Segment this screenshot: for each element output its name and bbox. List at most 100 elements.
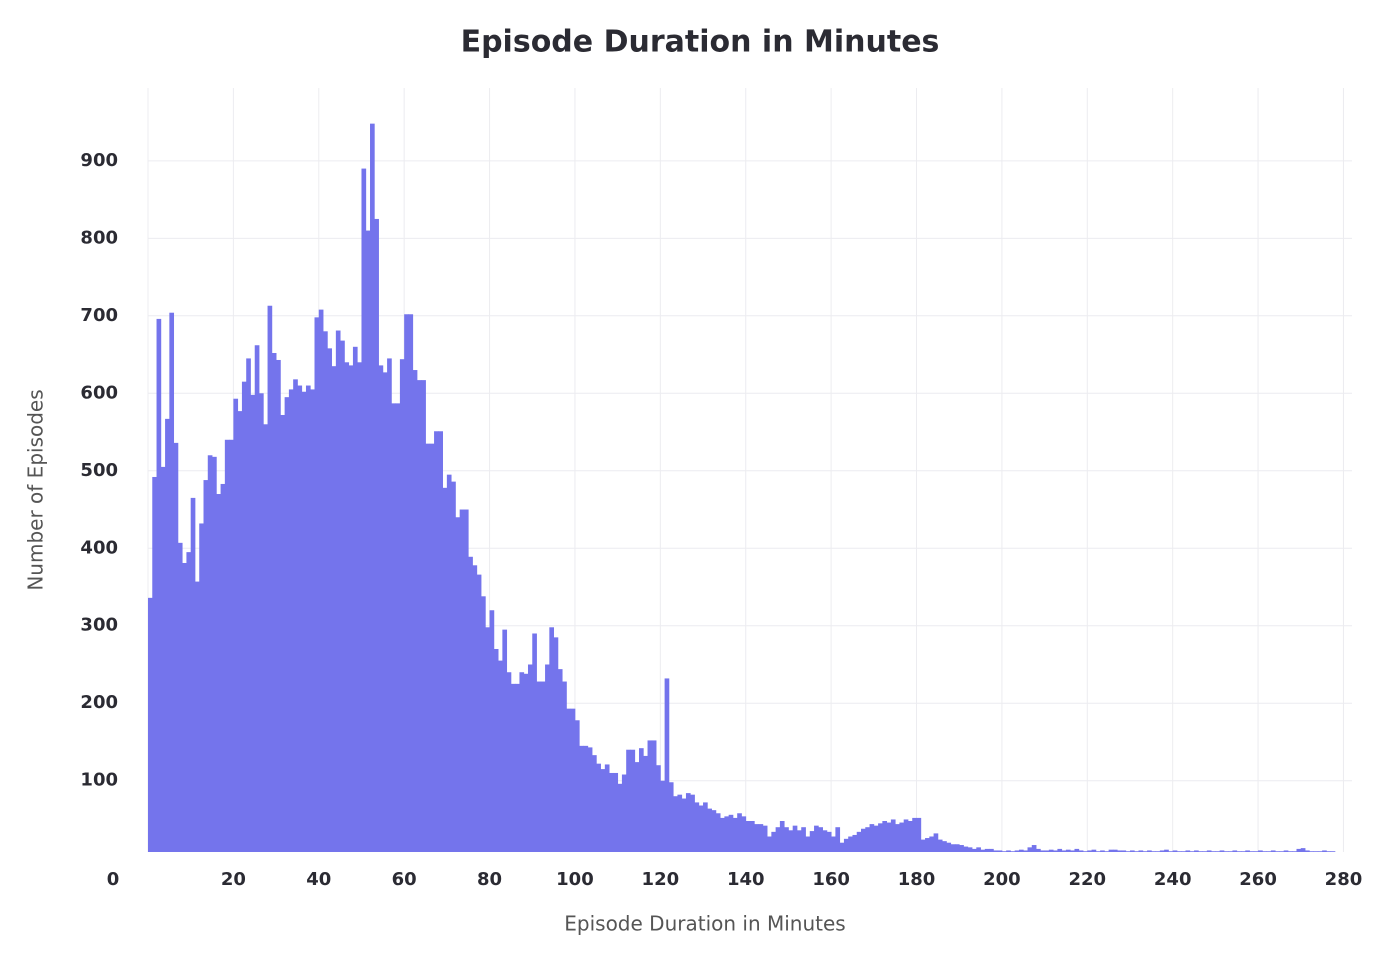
bar <box>1198 851 1203 852</box>
bar <box>801 827 806 852</box>
bar <box>429 443 435 852</box>
bar <box>826 831 832 852</box>
bar <box>1223 851 1229 852</box>
x-tick-label: 40 <box>306 869 331 890</box>
bar <box>293 379 298 852</box>
bar <box>207 455 213 852</box>
bar <box>357 362 362 852</box>
bar <box>1245 850 1250 852</box>
bar <box>1121 850 1127 852</box>
bar <box>434 431 439 852</box>
bar <box>1326 851 1332 852</box>
x-tick-label: 120 <box>642 869 680 890</box>
bar <box>1185 850 1191 852</box>
bar <box>327 348 332 852</box>
bar <box>498 660 503 852</box>
bar <box>720 817 725 852</box>
bar <box>1074 848 1080 852</box>
bar <box>1083 851 1088 852</box>
bar <box>519 672 525 852</box>
bar <box>1018 849 1024 852</box>
bar <box>352 346 358 852</box>
bar <box>1125 851 1131 852</box>
bar <box>890 819 896 852</box>
bar <box>1027 847 1033 852</box>
bar <box>506 672 512 852</box>
bar <box>946 842 952 852</box>
bar <box>942 841 947 852</box>
bar <box>194 581 200 852</box>
bar <box>259 393 264 852</box>
bar <box>1283 850 1289 852</box>
bar <box>1215 851 1221 852</box>
bar <box>886 822 892 852</box>
bar <box>1258 850 1263 852</box>
x-tick-label: 180 <box>898 869 936 890</box>
bar <box>604 764 610 852</box>
bar <box>831 836 836 852</box>
bar <box>348 365 354 852</box>
bar <box>446 474 452 852</box>
bar <box>1262 851 1268 852</box>
bar <box>865 827 870 852</box>
bar <box>438 431 443 852</box>
bar <box>288 389 294 852</box>
bar <box>421 380 426 852</box>
bar <box>651 740 657 852</box>
bar <box>472 565 478 852</box>
bar <box>1270 850 1276 852</box>
bar <box>1129 850 1135 852</box>
x-tick-label: 200 <box>983 869 1021 890</box>
bar <box>621 774 627 852</box>
bar <box>592 755 597 852</box>
bar <box>318 309 324 853</box>
bar <box>540 681 546 852</box>
bar <box>416 380 422 852</box>
bar <box>737 813 742 852</box>
bar <box>1040 850 1045 852</box>
bar <box>459 509 465 852</box>
bar <box>331 366 337 852</box>
bar <box>370 123 375 852</box>
bar <box>553 637 559 852</box>
bar <box>1275 851 1280 852</box>
bar <box>1031 845 1037 852</box>
bar <box>1232 850 1238 852</box>
x-tick-label: 20 <box>221 869 246 890</box>
bar <box>668 782 674 852</box>
bar <box>485 627 490 852</box>
bar <box>1300 848 1306 852</box>
y-tick-label: 200 <box>80 692 118 713</box>
bar <box>382 372 388 852</box>
x-tick-label: 140 <box>727 869 765 890</box>
bar <box>502 629 508 852</box>
bar <box>613 772 619 852</box>
bar <box>1155 851 1161 852</box>
x-tick-label: 80 <box>477 869 502 890</box>
bar <box>1023 850 1028 852</box>
bar <box>574 720 580 852</box>
x-tick-label: 60 <box>392 869 417 890</box>
bar <box>412 370 418 852</box>
bar <box>1070 850 1075 852</box>
bar <box>1010 851 1016 852</box>
bar <box>284 397 290 852</box>
bar <box>882 821 888 852</box>
bar <box>254 345 260 852</box>
bar <box>818 827 823 852</box>
bar <box>1087 850 1092 852</box>
bar <box>408 314 414 852</box>
bar <box>489 610 495 852</box>
bar <box>374 218 379 853</box>
x-tick-label: 260 <box>1239 869 1277 890</box>
x-tick-label: 240 <box>1154 869 1192 890</box>
bar <box>634 762 640 852</box>
bar <box>925 838 930 852</box>
bar <box>1078 850 1084 852</box>
bar <box>779 821 785 852</box>
bar <box>190 497 196 852</box>
bar <box>1006 850 1011 852</box>
bar <box>493 648 499 852</box>
bar <box>216 494 221 852</box>
bar <box>1305 850 1310 852</box>
